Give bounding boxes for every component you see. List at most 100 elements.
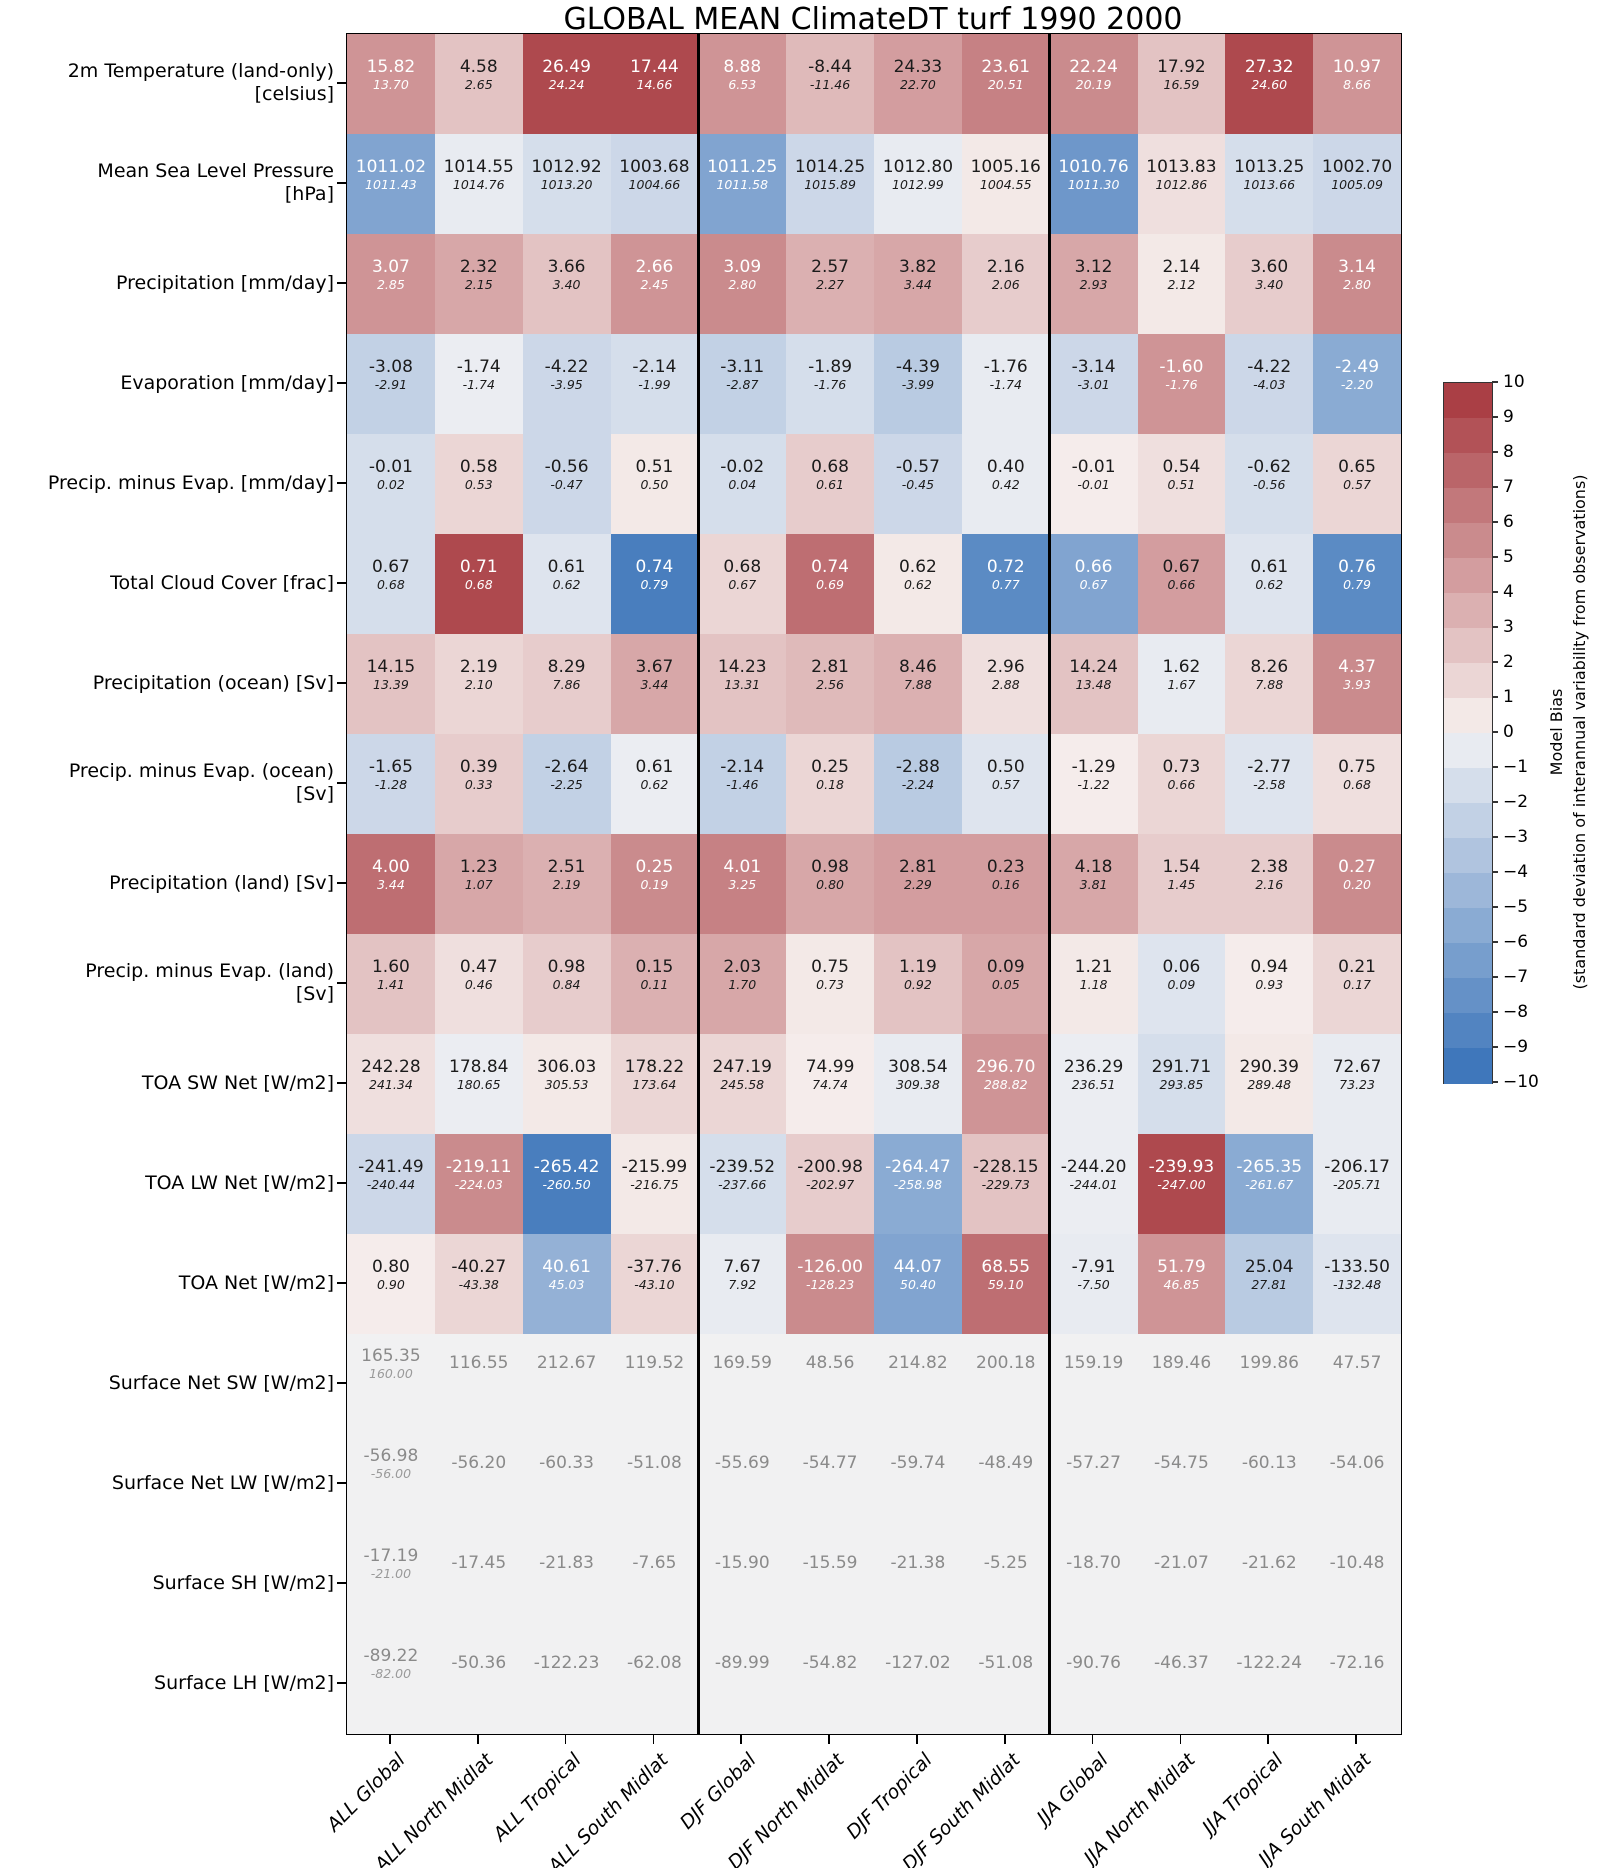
cell-obs-value: 289.48 bbox=[1247, 1076, 1292, 1092]
cell-value: 291.71 bbox=[1151, 1057, 1212, 1078]
cell-value: -1.29 bbox=[1071, 757, 1116, 778]
heatmap-cell: -215.99 -216.75 bbox=[610, 1134, 699, 1234]
cell-value: 0.61 bbox=[635, 757, 674, 778]
cell-value: 14.24 bbox=[1069, 657, 1118, 678]
heatmap-cell: -1.65 -1.28 bbox=[347, 734, 435, 834]
heatmap-cell: 199.86 bbox=[1225, 1334, 1314, 1434]
cell-obs-value: 1005.09 bbox=[1331, 176, 1383, 192]
heatmap-cell: -244.20 -244.01 bbox=[1049, 1134, 1138, 1234]
cell-value: 1002.70 bbox=[1321, 157, 1393, 178]
cell-obs-value: 2.85 bbox=[376, 276, 405, 292]
heatmap-cell: 242.28 241.34 bbox=[347, 1034, 435, 1134]
heatmap-cell: -37.76 -43.10 bbox=[610, 1234, 699, 1334]
cell-value: 0.51 bbox=[635, 457, 674, 478]
cell-obs-value: 0.33 bbox=[464, 776, 493, 792]
heatmap-cell: 0.68 0.67 bbox=[698, 534, 787, 634]
cell-obs-value: -128.23 bbox=[805, 1276, 855, 1292]
heatmap-cell: 212.67 bbox=[522, 1334, 611, 1434]
cell-value: 3.82 bbox=[898, 257, 937, 278]
y-axis-tick bbox=[337, 182, 346, 184]
cell-obs-value: 6.53 bbox=[728, 76, 757, 92]
heatmap-cell: 72.67 73.23 bbox=[1313, 1034, 1401, 1134]
heatmap-cell: -90.76 bbox=[1049, 1634, 1138, 1734]
cell-value: -0.02 bbox=[720, 457, 765, 478]
cell-value: -239.93 bbox=[1148, 1157, 1215, 1178]
cell-obs-value: 0.93 bbox=[1255, 976, 1284, 992]
cell-value: 3.67 bbox=[635, 657, 674, 678]
cell-obs-value: 0.19 bbox=[640, 876, 669, 892]
cell-value: 3.60 bbox=[1250, 257, 1289, 278]
cell-obs-value: -261.67 bbox=[1245, 1176, 1294, 1192]
cell-value: 1014.25 bbox=[794, 157, 866, 178]
heatmap-cell: 0.67 0.68 bbox=[347, 534, 435, 634]
cell-obs-value: 50.40 bbox=[900, 1276, 936, 1292]
cell-obs-value: 7.88 bbox=[903, 676, 932, 692]
y-axis-tick bbox=[337, 82, 346, 84]
cell-obs-value: 7.86 bbox=[552, 676, 581, 692]
heatmap-cell: 8.26 7.88 bbox=[1225, 634, 1314, 734]
cell-obs-value: 1.45 bbox=[1167, 876, 1196, 892]
heatmap-cell: -1.29 -1.22 bbox=[1049, 734, 1138, 834]
cell-value: -59.74 bbox=[890, 1453, 946, 1474]
heatmap-cell: 116.55 bbox=[434, 1334, 523, 1434]
cell-obs-value: -4.03 bbox=[1253, 376, 1286, 392]
heatmap-cell: 4.58 2.65 bbox=[434, 34, 523, 134]
cell-value: 0.25 bbox=[635, 857, 674, 878]
cell-value: 0.66 bbox=[1074, 557, 1113, 578]
heatmap-cell: 1.62 1.67 bbox=[1137, 634, 1226, 734]
cell-obs-value: 0.62 bbox=[1255, 576, 1284, 592]
cell-obs-value: 0.68 bbox=[1343, 776, 1371, 792]
heatmap-cell: 1012.80 1012.99 bbox=[874, 134, 962, 234]
heatmap-cell: 0.21 0.17 bbox=[1313, 934, 1401, 1034]
heatmap-cell: 0.98 0.84 bbox=[522, 934, 611, 1034]
cell-obs-value: -247.00 bbox=[1157, 1176, 1206, 1192]
cell-value: -239.52 bbox=[709, 1157, 776, 1178]
cell-obs-value: 0.66 bbox=[1167, 776, 1196, 792]
cell-value: 0.94 bbox=[1250, 957, 1289, 978]
y-axis-tick bbox=[337, 1082, 346, 1084]
cell-value: 1011.02 bbox=[355, 157, 427, 178]
colorbar-tick bbox=[1492, 626, 1498, 628]
colorbar-tick-label: −7 bbox=[1503, 967, 1529, 987]
heatmap-cell: -72.16 bbox=[1313, 1634, 1401, 1734]
heatmap-cell: 4.18 3.81 bbox=[1049, 834, 1138, 934]
cell-value: 0.65 bbox=[1338, 457, 1376, 478]
heatmap-cell: -10.48 bbox=[1313, 1534, 1401, 1634]
heatmap-cell: 0.62 0.62 bbox=[874, 534, 962, 634]
heatmap-cell: 14.15 13.39 bbox=[347, 634, 435, 734]
colorbar-tick bbox=[1492, 416, 1498, 418]
heatmap-cell: -21.07 bbox=[1137, 1534, 1226, 1634]
cell-obs-value: 0.09 bbox=[1167, 976, 1196, 992]
cell-value: 1010.76 bbox=[1058, 157, 1129, 178]
heatmap-cell: 2.03 1.70 bbox=[698, 934, 787, 1034]
heatmap-cell: -264.47 -258.98 bbox=[874, 1134, 962, 1234]
cell-value: -56.20 bbox=[451, 1453, 507, 1474]
heatmap-cell: 0.27 0.20 bbox=[1313, 834, 1401, 934]
cell-value: -244.20 bbox=[1060, 1157, 1127, 1178]
heatmap-cell: 27.32 24.60 bbox=[1225, 34, 1314, 134]
heatmap-cell: -4.22 -4.03 bbox=[1225, 334, 1314, 434]
cell-value: -15.59 bbox=[802, 1553, 858, 1574]
y-axis-tick bbox=[337, 1182, 346, 1184]
cell-value: 2.32 bbox=[459, 257, 498, 278]
x-axis-tick bbox=[652, 1735, 655, 1744]
cell-obs-value: 0.84 bbox=[552, 976, 581, 992]
colorbar-tick-label: 5 bbox=[1503, 547, 1514, 567]
cell-value: 4.18 bbox=[1074, 857, 1113, 878]
row-label: Precipitation (land) [Sv] bbox=[109, 871, 334, 894]
heatmap-cell: 4.00 3.44 bbox=[347, 834, 435, 934]
heatmap-cell: -21.38 bbox=[874, 1534, 962, 1634]
cell-obs-value: 309.38 bbox=[896, 1076, 940, 1092]
heatmap-cell: -2.64 -2.25 bbox=[522, 734, 611, 834]
row-label: Surface Net LW [W/m2] bbox=[111, 1471, 334, 1494]
heatmap-cell: -1.60 -1.76 bbox=[1137, 334, 1226, 434]
cell-obs-value: 0.62 bbox=[640, 776, 669, 792]
cell-value: 1.54 bbox=[1162, 857, 1201, 878]
cell-value: -1.76 bbox=[983, 357, 1028, 378]
cell-value: -54.06 bbox=[1329, 1453, 1385, 1474]
heatmap-cell: 0.74 0.69 bbox=[786, 534, 874, 634]
cell-value: 214.82 bbox=[888, 1353, 948, 1374]
colorbar-segment bbox=[1444, 733, 1492, 769]
colorbar-tick-label: −6 bbox=[1503, 932, 1529, 952]
heatmap-cell: -0.02 0.04 bbox=[698, 434, 787, 534]
